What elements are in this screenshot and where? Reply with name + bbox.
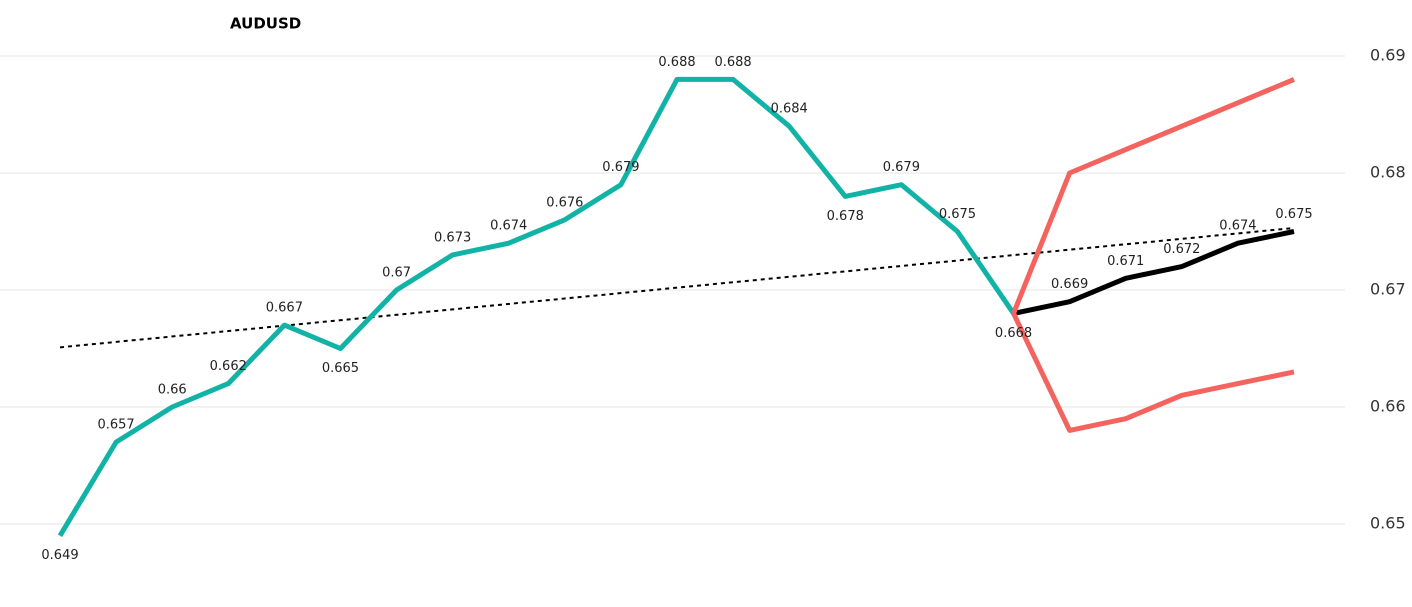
- y-tick-label: 0.69: [1370, 46, 1406, 65]
- series-line: [57, 76, 1016, 537]
- y-tick-label: 0.68: [1370, 163, 1406, 182]
- series-line: [1011, 312, 1295, 433]
- data-label: 0.679: [883, 160, 920, 175]
- trend-line: [59, 226, 1295, 349]
- data-label: 0.671: [1107, 254, 1144, 269]
- y-tick-label: 0.66: [1370, 397, 1406, 416]
- data-label: 0.675: [1275, 207, 1312, 222]
- data-label: 0.673: [434, 230, 471, 245]
- data-label: 0.678: [827, 209, 864, 224]
- data-label: 0.668: [995, 326, 1032, 341]
- series-line: [1013, 229, 1295, 316]
- data-label: 0.66: [158, 383, 187, 398]
- data-label: 0.688: [658, 55, 695, 70]
- data-label: 0.674: [490, 219, 527, 234]
- data-label: 0.667: [266, 301, 303, 316]
- data-label: 0.684: [771, 102, 808, 117]
- data-label: 0.649: [41, 548, 78, 563]
- y-tick-label: 0.65: [1370, 514, 1406, 533]
- chart-title: AUDUSD: [230, 15, 301, 33]
- data-label: 0.657: [97, 418, 134, 433]
- series-line: [1011, 77, 1295, 315]
- data-label: 0.669: [1051, 277, 1088, 292]
- data-label: 0.676: [546, 195, 583, 210]
- data-label: 0.665: [322, 361, 359, 376]
- data-label: 0.679: [602, 160, 639, 175]
- data-label: 0.67: [382, 266, 411, 281]
- data-label: 0.662: [210, 359, 247, 374]
- data-label: 0.688: [714, 55, 751, 70]
- data-label: 0.674: [1219, 219, 1256, 234]
- y-tick-label: 0.67: [1370, 280, 1406, 299]
- data-label: 0.675: [939, 207, 976, 222]
- data-label: 0.672: [1163, 242, 1200, 257]
